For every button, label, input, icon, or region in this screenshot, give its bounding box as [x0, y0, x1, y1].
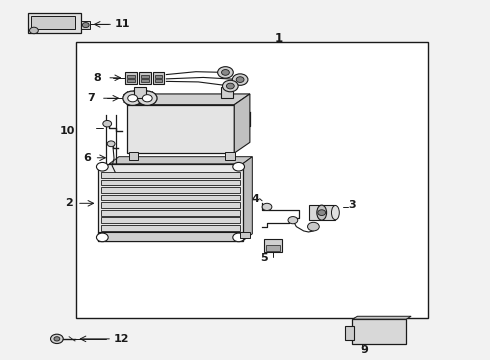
- Bar: [141, 75, 149, 78]
- Bar: [81, 21, 90, 29]
- Text: 1: 1: [275, 32, 283, 45]
- Polygon shape: [127, 94, 250, 105]
- Circle shape: [123, 91, 143, 105]
- Bar: [141, 79, 149, 82]
- Bar: [240, 231, 250, 238]
- Bar: [101, 210, 240, 216]
- Bar: [101, 202, 240, 208]
- Circle shape: [54, 337, 60, 341]
- Circle shape: [50, 334, 63, 343]
- Text: 3: 3: [348, 200, 356, 210]
- Bar: [139, 72, 151, 84]
- Bar: [352, 319, 406, 344]
- Circle shape: [308, 222, 319, 231]
- Bar: [101, 225, 240, 230]
- Bar: [101, 187, 240, 193]
- Bar: [266, 245, 280, 251]
- Circle shape: [222, 80, 238, 92]
- Text: 2: 2: [65, 198, 73, 208]
- Circle shape: [128, 95, 138, 102]
- Circle shape: [232, 74, 248, 85]
- Text: 4: 4: [252, 194, 260, 204]
- Circle shape: [233, 233, 245, 242]
- Circle shape: [221, 69, 229, 75]
- Bar: [127, 79, 135, 82]
- Bar: [101, 180, 240, 185]
- Text: 9: 9: [360, 345, 368, 355]
- Bar: [309, 205, 335, 220]
- Polygon shape: [234, 94, 250, 153]
- Bar: [125, 72, 137, 84]
- Ellipse shape: [317, 205, 327, 220]
- Circle shape: [236, 77, 244, 82]
- Text: 11: 11: [115, 19, 130, 30]
- Circle shape: [107, 141, 115, 147]
- Bar: [345, 326, 354, 339]
- Text: 6: 6: [84, 153, 92, 163]
- Circle shape: [233, 162, 245, 171]
- Bar: [153, 72, 164, 84]
- Bar: [76, 42, 428, 318]
- Bar: [127, 105, 234, 153]
- Bar: [101, 195, 240, 201]
- Bar: [98, 164, 243, 241]
- Bar: [127, 75, 135, 78]
- Circle shape: [318, 210, 326, 216]
- Circle shape: [143, 95, 152, 102]
- Bar: [101, 217, 240, 223]
- Text: 8: 8: [93, 73, 101, 83]
- Bar: [101, 172, 240, 178]
- Ellipse shape: [331, 206, 339, 220]
- Circle shape: [103, 121, 112, 127]
- Circle shape: [82, 23, 89, 28]
- Text: 10: 10: [60, 126, 75, 135]
- Circle shape: [97, 233, 108, 242]
- Bar: [220, 87, 233, 98]
- Bar: [31, 16, 75, 30]
- Bar: [98, 232, 243, 241]
- Bar: [134, 87, 146, 98]
- Bar: [129, 152, 139, 160]
- Bar: [27, 13, 81, 33]
- Text: 7: 7: [87, 93, 95, 103]
- Circle shape: [138, 91, 157, 105]
- Text: 5: 5: [260, 253, 268, 263]
- Polygon shape: [352, 316, 411, 319]
- Circle shape: [226, 83, 234, 89]
- Circle shape: [97, 162, 108, 171]
- Bar: [155, 75, 162, 78]
- Polygon shape: [109, 157, 252, 164]
- Circle shape: [262, 203, 272, 211]
- Bar: [225, 152, 235, 160]
- Circle shape: [218, 67, 233, 78]
- Circle shape: [288, 217, 298, 224]
- Circle shape: [29, 27, 38, 34]
- Bar: [155, 79, 162, 82]
- Text: 12: 12: [114, 334, 129, 344]
- Bar: [101, 232, 240, 238]
- Polygon shape: [243, 157, 252, 241]
- Bar: [264, 239, 282, 252]
